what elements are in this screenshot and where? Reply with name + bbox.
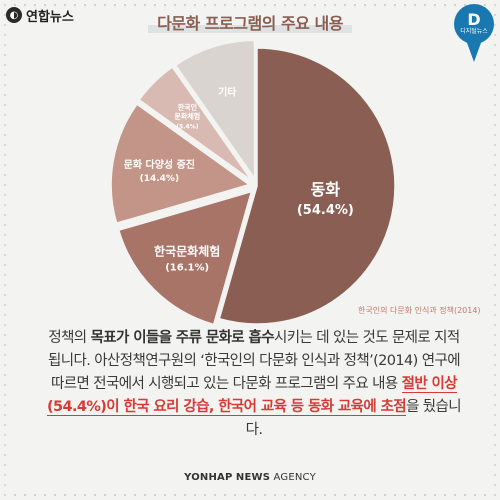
badge-letter: D: [467, 10, 481, 29]
badge-pin-icon: D 디지털뉴스: [454, 4, 494, 44]
body-paragraph: 정책의 목표가 이들을 주류 문화로 흡수시키는 데 있는 것도 문제로 지적됩…: [44, 327, 464, 442]
dotted-border-left: [2, 0, 8, 500]
slice-value-label: (16.1%): [165, 262, 209, 273]
footer-brand-3: AGENCY: [273, 472, 316, 483]
footer-brand-2: NEWS: [235, 472, 271, 483]
slice-label: 기타: [218, 85, 237, 98]
dotted-border-right: [492, 0, 498, 500]
title-highlight: [148, 25, 352, 33]
slice-label: 문화 다양성 증진: [124, 158, 195, 171]
dotted-border-bottom: [0, 492, 500, 498]
yonhap-logo: ◐ 연합뉴스: [6, 4, 74, 26]
slice-value-label: (14.4%): [140, 174, 179, 184]
yonhap-logo-icon: ◐: [6, 7, 22, 23]
slice-label: 문화체험: [174, 112, 200, 121]
slice-value-label: (5.4%): [176, 124, 198, 131]
digital-news-badge: D 디지털뉴스: [452, 4, 496, 66]
body-bold-segment: 목표가 이들을 주류 문화로 흡수: [90, 330, 275, 346]
body-segment-3: 시키는 데 있는 것도 문제로 지적됩니다. 아산정책연구원의 ‘한국인의 다문…: [48, 330, 461, 392]
body-segment-1: 정책의: [48, 330, 91, 346]
badge-pin-tail: [466, 40, 482, 62]
pie-slice: [218, 47, 396, 325]
pie-slice: [138, 66, 252, 181]
logo-text: 연합뉴스: [26, 9, 74, 25]
dotted-border-top: [0, 2, 500, 8]
pie-slice: [117, 190, 253, 326]
slice-label: 한국인: [178, 103, 197, 112]
body-highlight: 절반 이상(54.4%)이 한국 요리 강습, 한국어 교육 등 동화 교육에 …: [46, 376, 458, 416]
pie-slice: [174, 39, 256, 181]
footer-brand: YONHAP NEWS AGENCY: [0, 472, 500, 483]
chart-source: 한국인의 다문화 인식과 정책(2014): [358, 306, 481, 315]
pie-slice: [110, 103, 251, 225]
footer-brand-1: YONHAP: [184, 472, 233, 483]
body-segment-5: 을 뒀습니다.: [245, 399, 462, 438]
pie-chart: 동화 (54.4%) 한국문화체험 (16.1%) 문화 다양성 증진 (14.4%) 한국…: [110, 39, 396, 326]
page-title: 다문화 프로그램의 주요 내용: [157, 14, 343, 33]
page-title-wrap: 다문화 프로그램의 주요 내용: [140, 10, 360, 40]
slice-label: 동화: [311, 180, 341, 199]
slice-label: 한국문화체험: [154, 243, 220, 258]
slice-value-label: (54.4%): [297, 203, 354, 218]
badge-subtitle: 디지털뉴스: [460, 28, 488, 35]
